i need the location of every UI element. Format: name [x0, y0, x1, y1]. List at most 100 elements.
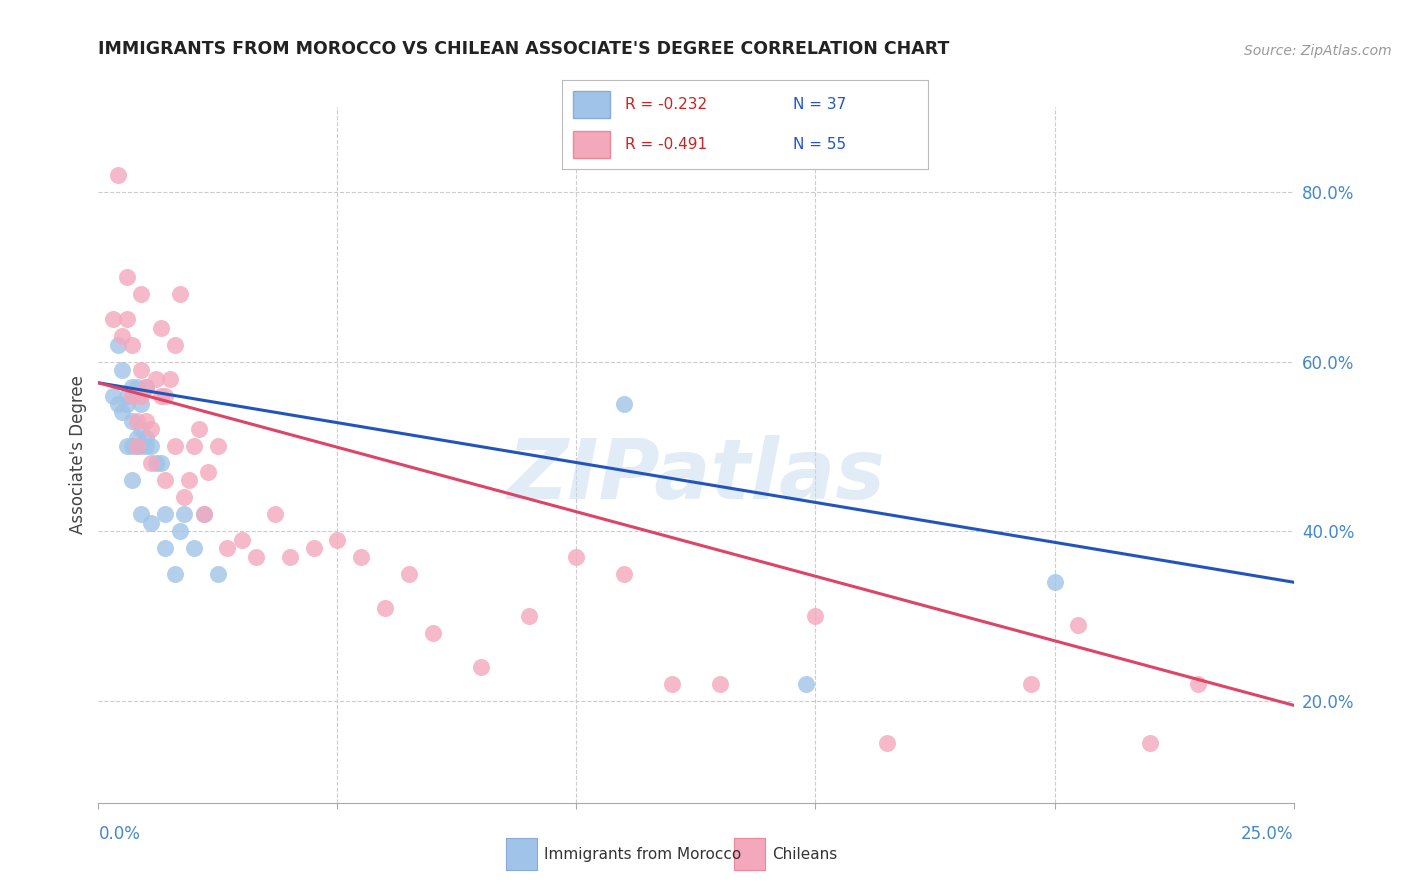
- Point: [1019, 677, 1042, 691]
- Point: [326, 533, 349, 547]
- Point: [135, 380, 157, 394]
- Text: Chileans: Chileans: [772, 847, 837, 862]
- Text: R = -0.232: R = -0.232: [624, 97, 707, 112]
- Point: [193, 508, 215, 522]
- Point: [398, 566, 420, 581]
- FancyBboxPatch shape: [574, 91, 610, 118]
- Point: [173, 508, 195, 522]
- Point: [197, 465, 219, 479]
- Point: [565, 549, 588, 564]
- Text: 25.0%: 25.0%: [1241, 825, 1294, 843]
- Point: [125, 439, 148, 453]
- Point: [115, 439, 138, 453]
- Point: [183, 439, 205, 453]
- Text: N = 55: N = 55: [793, 137, 846, 152]
- Point: [149, 457, 172, 471]
- Point: [121, 414, 143, 428]
- Point: [125, 380, 148, 394]
- Point: [115, 388, 138, 402]
- Point: [1187, 677, 1209, 691]
- Point: [139, 516, 162, 530]
- Point: [101, 312, 124, 326]
- Point: [661, 677, 683, 691]
- Point: [804, 609, 827, 624]
- Point: [111, 329, 134, 343]
- Text: N = 37: N = 37: [793, 97, 846, 112]
- Point: [121, 380, 143, 394]
- Point: [193, 508, 215, 522]
- Point: [131, 286, 153, 301]
- Point: [217, 541, 239, 556]
- Y-axis label: Associate's Degree: Associate's Degree: [69, 376, 87, 534]
- Point: [131, 388, 153, 402]
- Point: [1067, 617, 1090, 632]
- Point: [135, 380, 157, 394]
- FancyBboxPatch shape: [574, 131, 610, 158]
- Point: [794, 677, 817, 691]
- Text: Source: ZipAtlas.com: Source: ZipAtlas.com: [1244, 44, 1392, 58]
- Point: [374, 600, 396, 615]
- Point: [121, 337, 143, 351]
- Point: [179, 474, 201, 488]
- Point: [139, 439, 162, 453]
- Point: [302, 541, 325, 556]
- Point: [169, 286, 191, 301]
- Point: [613, 566, 636, 581]
- Point: [145, 457, 167, 471]
- Point: [115, 397, 138, 411]
- Point: [278, 549, 301, 564]
- Point: [125, 439, 148, 453]
- Point: [139, 422, 162, 436]
- Point: [245, 549, 267, 564]
- Point: [131, 363, 153, 377]
- Point: [135, 431, 157, 445]
- Point: [121, 439, 143, 453]
- Point: [149, 388, 172, 402]
- Point: [115, 269, 138, 284]
- Point: [131, 422, 153, 436]
- Text: 0.0%: 0.0%: [98, 825, 141, 843]
- Point: [155, 541, 177, 556]
- Point: [187, 422, 209, 436]
- Point: [107, 168, 129, 182]
- Point: [145, 371, 167, 385]
- Point: [207, 566, 229, 581]
- Point: [125, 431, 148, 445]
- Point: [139, 457, 162, 471]
- Point: [264, 508, 287, 522]
- Point: [155, 388, 177, 402]
- Point: [107, 337, 129, 351]
- Point: [173, 491, 195, 505]
- Text: R = -0.491: R = -0.491: [624, 137, 707, 152]
- Point: [422, 626, 444, 640]
- Point: [1043, 575, 1066, 590]
- Point: [1139, 736, 1161, 750]
- Point: [163, 337, 186, 351]
- Point: [709, 677, 731, 691]
- Point: [135, 414, 157, 428]
- Point: [135, 439, 157, 453]
- Point: [155, 474, 177, 488]
- Text: ZIPatlas: ZIPatlas: [508, 435, 884, 516]
- Point: [517, 609, 540, 624]
- Point: [125, 414, 148, 428]
- Text: IMMIGRANTS FROM MOROCCO VS CHILEAN ASSOCIATE'S DEGREE CORRELATION CHART: IMMIGRANTS FROM MOROCCO VS CHILEAN ASSOC…: [98, 40, 950, 58]
- Point: [155, 508, 177, 522]
- Point: [350, 549, 373, 564]
- Point: [876, 736, 898, 750]
- Point: [111, 363, 134, 377]
- Point: [159, 371, 181, 385]
- Point: [183, 541, 205, 556]
- Point: [613, 397, 636, 411]
- Point: [121, 388, 143, 402]
- Point: [111, 405, 134, 419]
- Point: [207, 439, 229, 453]
- Point: [231, 533, 253, 547]
- Point: [169, 524, 191, 539]
- Point: [131, 439, 153, 453]
- Point: [149, 320, 172, 334]
- Point: [470, 660, 492, 674]
- Point: [163, 439, 186, 453]
- Point: [163, 566, 186, 581]
- Point: [131, 508, 153, 522]
